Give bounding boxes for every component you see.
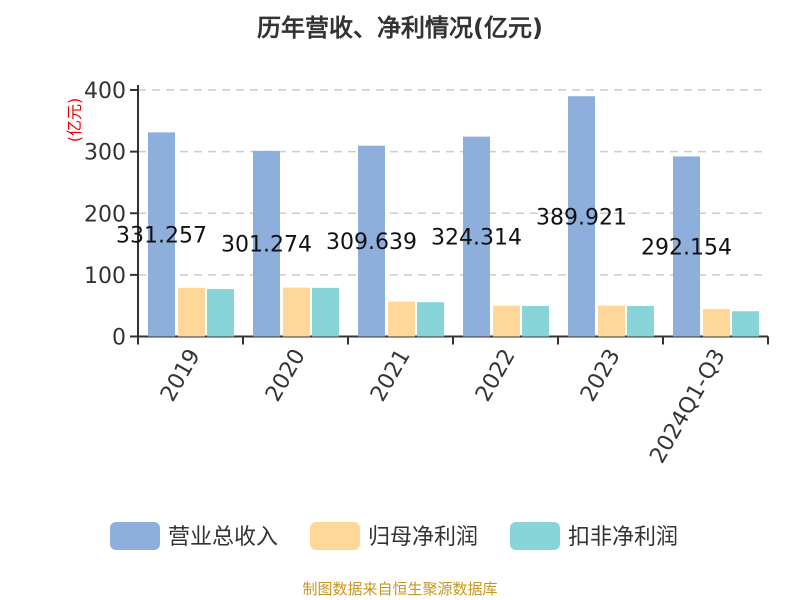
y-axis-label: (亿元) — [65, 98, 84, 143]
bar — [178, 287, 205, 337]
x-tick-label: 2023 — [576, 345, 626, 406]
chart-title: 历年营收、净利情况(亿元) — [257, 14, 543, 42]
x-tick-label: 2024Q1-Q3 — [645, 345, 730, 468]
y-tick-label: 100 — [84, 264, 126, 289]
bar — [463, 136, 490, 337]
y-tick-label: 0 — [112, 326, 126, 351]
bar — [598, 305, 625, 337]
data-label: 331.257 — [116, 223, 207, 248]
data-label: 292.154 — [641, 235, 732, 260]
bar — [207, 289, 234, 337]
bar — [253, 150, 280, 337]
bar — [148, 132, 175, 337]
x-tick-label: 2020 — [261, 345, 311, 406]
legend-item: 扣非净利润 — [510, 522, 678, 550]
bar — [493, 305, 520, 337]
y-tick-label: 400 — [84, 79, 126, 104]
bar — [283, 287, 310, 337]
legend-swatch — [110, 522, 160, 550]
source-note: 制图数据来自恒生聚源数据库 — [302, 580, 498, 598]
legend-item: 归母净利润 — [310, 522, 478, 550]
bar — [388, 301, 415, 337]
bar — [312, 287, 339, 337]
x-tick-label: 2021 — [366, 345, 416, 406]
data-label: 324.314 — [431, 226, 522, 251]
data-label: 301.274 — [221, 233, 312, 258]
data-label: 309.639 — [326, 230, 417, 255]
legend-swatch — [310, 522, 360, 550]
bar — [522, 305, 549, 337]
y-tick-label: 300 — [84, 141, 126, 166]
bar — [417, 302, 444, 337]
bar — [732, 311, 759, 337]
data-label: 389.921 — [536, 205, 627, 230]
bar — [568, 96, 595, 337]
legend-item: 营业总收入 — [110, 522, 278, 550]
legend-label: 营业总收入 — [168, 525, 278, 550]
bar — [703, 308, 730, 337]
legend-label: 扣非净利润 — [568, 525, 678, 550]
legend-label: 归母净利润 — [368, 525, 478, 550]
x-tick-label: 2019 — [156, 345, 206, 406]
bar — [627, 305, 654, 337]
x-tick-label: 2022 — [471, 345, 521, 406]
bar — [673, 156, 700, 337]
bar — [358, 145, 385, 337]
y-tick-label: 200 — [84, 202, 126, 227]
legend-swatch — [510, 522, 560, 550]
